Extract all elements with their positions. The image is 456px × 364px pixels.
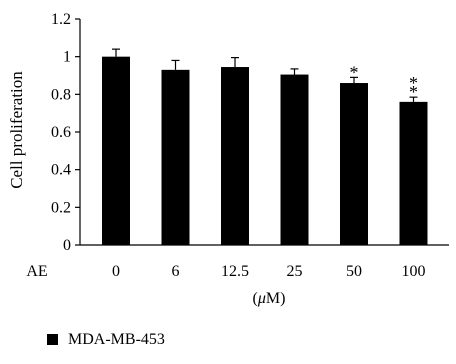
y-tick-label: 0.4 [51, 162, 71, 179]
significance-labels: *** [350, 62, 419, 102]
x-category-label: 100 [402, 263, 426, 280]
legend: MDA-MB-453 [47, 331, 165, 348]
y-tick-label: 1.2 [51, 11, 71, 28]
x-category-label: 6 [172, 263, 180, 280]
bar [399, 101, 428, 245]
y-tick-labels: 0 0.2 0.4 0.6 0.8 1 1.2 [51, 11, 71, 254]
legend-swatch [47, 334, 58, 345]
bar [221, 67, 249, 246]
bar [280, 74, 309, 245]
x-prefix-label: AE [26, 263, 47, 280]
bar [161, 69, 190, 245]
x-category-label: 25 [287, 263, 303, 280]
y-axis-title: Cell proliferation [7, 71, 26, 189]
y-tick-label: 1 [63, 49, 71, 66]
y-tick-label: 0 [63, 237, 71, 254]
x-unit-label: (μM) [253, 290, 286, 307]
significance-label: ** [409, 73, 418, 102]
significance-label: * [350, 62, 359, 82]
y-tick-label: 0.6 [51, 124, 71, 141]
error-bars [112, 48, 418, 102]
bar [340, 83, 368, 246]
x-category-labels: 0 6 12.5 25 50 100 [112, 263, 426, 280]
bars [102, 56, 428, 246]
legend-label: MDA-MB-453 [68, 331, 165, 348]
x-category-label: 12.5 [221, 263, 249, 280]
y-tick-label: 0.2 [51, 199, 71, 216]
y-axis [75, 18, 81, 246]
x-category-label: 0 [112, 263, 120, 280]
y-tick-label: 0.8 [51, 86, 71, 103]
x-category-label: 50 [346, 263, 362, 280]
bar [102, 56, 130, 245]
